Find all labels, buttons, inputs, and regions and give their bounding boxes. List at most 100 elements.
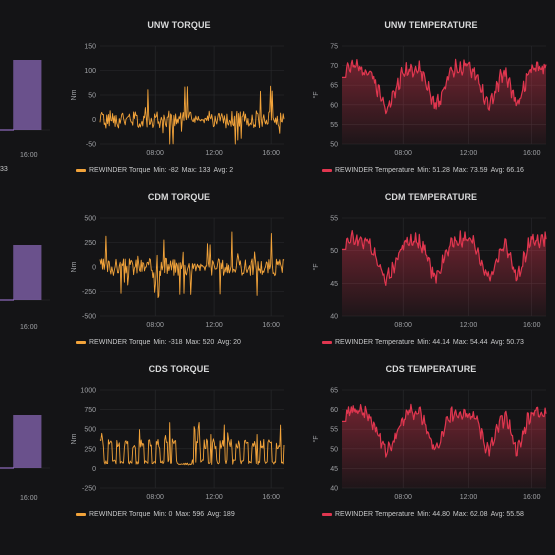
legend-swatch [76, 169, 86, 172]
cds-torque-plot: 1000 750 500 250 0 -250 08:00 12:00 16:00 Nm [71, 388, 285, 501]
x-tick-label: 16:00 [523, 150, 541, 157]
left-partial-plot-3 [0, 415, 50, 469]
legend-max: Max: 596 [175, 511, 205, 518]
y-tick-label: 500 [84, 427, 96, 434]
legend[interactable]: REWINDER Temperature Min: 44.80 Max: 62.… [322, 511, 524, 518]
series-line[interactable] [99, 421, 285, 466]
unit-label: °F [312, 435, 320, 442]
legend-avg: Avg: 20 [217, 339, 241, 346]
y-tick-label: 55 [330, 216, 338, 223]
x-tick-label: 12:00 [460, 494, 478, 501]
x-tick-label: 08:00 [394, 150, 412, 157]
unit-label: Nm [71, 261, 78, 272]
y-tick-label: -50 [86, 142, 96, 149]
x-tick-label: 12:00 [205, 322, 223, 329]
left-partial-plot-1 [0, 60, 50, 131]
x-tick-label: 16:00 [262, 322, 280, 329]
panel-title[interactable]: CDM TORQUE [147, 192, 211, 202]
cds-temperature-plot: 65 60 55 50 45 40 08:00 12:00 16:00 °F [312, 388, 547, 501]
x-tick-label: 12:00 [460, 150, 478, 157]
panel-title[interactable]: UNW TEMPERATURE [384, 20, 478, 30]
panel-cds-torque[interactable]: CDS TORQUE 1000 750 500 250 0 -250 08:00 12:00 1… [68, 362, 290, 524]
legend[interactable]: REWINDER Temperature Min: 51.28 Max: 73.… [322, 167, 524, 174]
y-tick-label: 100 [84, 68, 96, 75]
legend-min: Min: 44.80 [417, 511, 450, 518]
left-partial-plot-2 [0, 245, 50, 301]
x-tick-label: 16:00 [262, 494, 280, 501]
y-tick-label: 500 [84, 216, 96, 223]
legend-series-name: REWINDER Temperature [335, 339, 415, 346]
cdm-torque-plot: 500 250 0 -250 -500 08:00 12:00 16:00 Nm [71, 216, 285, 329]
y-tick-label: 50 [330, 248, 338, 255]
legend-swatch [322, 513, 332, 516]
left-partial-legend-fragment-1: 33 [0, 166, 8, 173]
legend-max: Max: 133 [181, 167, 211, 174]
panel-unw-torque[interactable]: UNW TORQUE 150 100 50 0 -50 08:00 12:00 16:00 Nm… [68, 18, 290, 180]
legend-max: Max: 54.44 [452, 339, 488, 346]
left-partial-panel-1: 16:00 33 [0, 0, 50, 180]
y-tick-label: 60 [330, 102, 338, 109]
panel-cdm-torque[interactable]: CDM TORQUE 500 250 0 -250 -500 08:00 12:00 16:0… [68, 190, 290, 352]
panel-cdm-temperature[interactable]: CDM TEMPERATURE 55 50 45 40 08:00 12:00 16:00 °… [310, 190, 552, 352]
y-tick-label: 150 [84, 44, 96, 51]
left-partial-panel-2: 16:00 [0, 185, 50, 355]
y-tick-label: 750 [84, 407, 96, 414]
series-area [342, 404, 546, 488]
series-area [342, 230, 546, 316]
y-tick-label: -250 [82, 486, 96, 493]
panel-cds-temperature[interactable]: CDS TEMPERATURE 65 60 55 50 45 40 08:00 12:00 16… [310, 362, 552, 524]
legend-avg: Avg: 189 [207, 511, 235, 518]
panel-title[interactable]: CDS TEMPERATURE [385, 364, 477, 374]
y-tick-label: 45 [330, 466, 338, 473]
x-tick-label: 12:00 [205, 494, 223, 501]
legend-avg: Avg: 55.58 [490, 511, 524, 518]
series-line[interactable] [99, 85, 285, 145]
y-tick-label: 65 [330, 388, 338, 395]
legend-swatch [76, 513, 86, 516]
legend-swatch [76, 341, 86, 344]
y-tick-label: 250 [84, 446, 96, 453]
legend[interactable]: REWINDER Temperature Min: 44.14 Max: 54.… [322, 339, 524, 346]
y-tick-label: 0 [92, 466, 96, 473]
y-tick-label: 65 [330, 83, 338, 90]
legend-series-name: REWINDER Torque [89, 167, 151, 174]
panel-title[interactable]: UNW TORQUE [147, 20, 211, 30]
legend-series-name: REWINDER Torque [89, 511, 151, 518]
unit-label: °F [312, 263, 320, 270]
panel-title[interactable]: CDM TEMPERATURE [384, 192, 478, 202]
panel-title[interactable]: CDS TORQUE [148, 364, 210, 374]
legend-min: Min: -318 [153, 339, 183, 346]
unit-label: °F [312, 91, 320, 98]
unw-torque-plot: 150 100 50 0 -50 08:00 12:00 16:00 Nm [71, 44, 285, 157]
panel-unw-temperature[interactable]: UNW TEMPERATURE 75 70 65 60 55 50 08:00 12:00 16… [310, 18, 552, 180]
unw-temperature-plot: 75 70 65 60 55 50 08:00 12:00 16:00 °F [312, 44, 547, 157]
x-tick-label: 08:00 [146, 322, 164, 329]
series-line[interactable] [342, 403, 547, 458]
legend-swatch [322, 341, 332, 344]
x-tick-label: 08:00 [394, 322, 412, 329]
series-line[interactable] [342, 230, 547, 286]
legend[interactable]: REWINDER Torque Min: -318 Max: 520 Avg: … [76, 339, 241, 346]
x-tick-label: 08:00 [146, 150, 164, 157]
y-tick-label: 1000 [80, 388, 96, 395]
series-area [342, 59, 546, 144]
legend[interactable]: REWINDER Torque Min: -82 Max: 133 Avg: 2 [76, 167, 233, 174]
series-line[interactable] [99, 231, 285, 299]
y-tick-label: 40 [330, 314, 338, 321]
legend-avg: Avg: 50.73 [490, 339, 524, 346]
x-tick-label: 16:00 [262, 150, 280, 157]
series-line[interactable] [342, 58, 547, 115]
legend-avg: Avg: 66.16 [490, 167, 524, 174]
legend-min: Min: 0 [153, 511, 173, 518]
legend-series-name: REWINDER Temperature [335, 511, 415, 518]
cdm-temperature-plot: 55 50 45 40 08:00 12:00 16:00 °F [312, 216, 547, 329]
y-tick-label: 40 [330, 486, 338, 493]
legend[interactable]: REWINDER Torque Min: 0 Max: 596 Avg: 189 [76, 511, 235, 518]
y-tick-label: 50 [330, 142, 338, 149]
y-tick-label: 250 [84, 240, 96, 247]
y-tick-label: 60 [330, 407, 338, 414]
left-partial-panel-3: 16:00 [0, 360, 50, 530]
legend-max: Max: 73.59 [452, 167, 488, 174]
y-tick-label: 45 [330, 281, 338, 288]
